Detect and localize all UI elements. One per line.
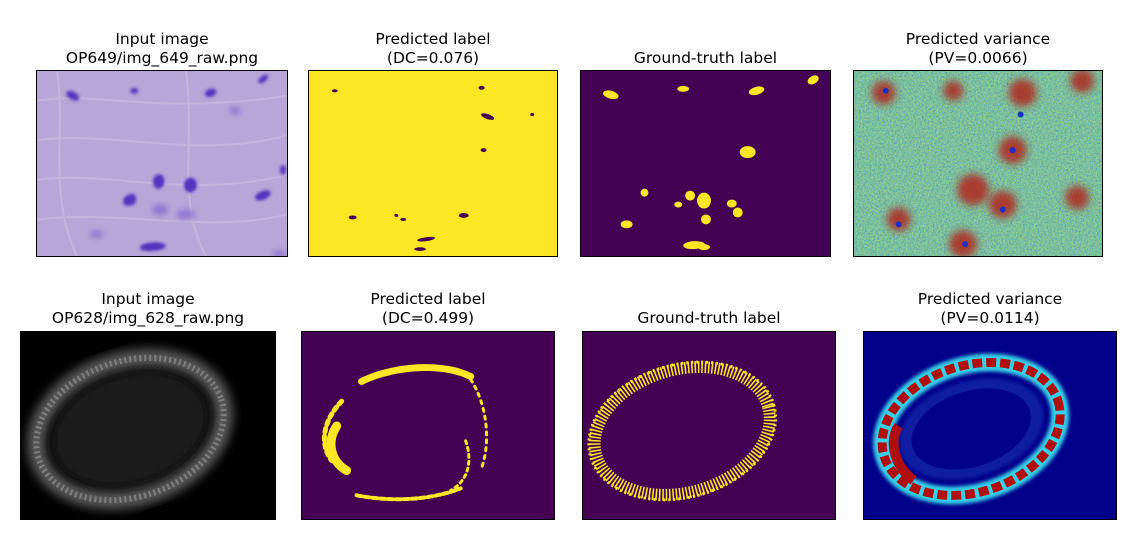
panel-row2-ground-truth: Ground-truth label (582, 290, 836, 521)
panel-subtitle: (DC=0.076) (386, 49, 480, 67)
panel-subtitle: (PV=0.0114) (940, 309, 1040, 327)
panel-row1-predicted: Predicted label (DC=0.076) (308, 30, 558, 258)
panel-title: Predicted label (375, 30, 491, 48)
panel-subtitle: OP649/img_649_raw.png (65, 49, 259, 67)
panel-row2-input: Input image OP628/img_628_raw.png (20, 290, 276, 521)
panel-title: Predicted variance (905, 30, 1051, 48)
panel-row1-input: Input image OP649/img_649_raw.png (36, 30, 288, 258)
panel-subtitle: OP628/img_628_raw.png (51, 309, 245, 327)
panel-title: Ground-truth label (633, 49, 778, 67)
input-image-histology (36, 70, 288, 257)
panel-row1-ground-truth: Ground-truth label (580, 30, 831, 258)
panel-title: Predicted label (370, 290, 486, 308)
panel-title: Ground-truth label (637, 309, 781, 327)
panel-row2-predicted: Predicted label (DC=0.499) (301, 290, 555, 521)
predicted-label-image (308, 70, 558, 257)
input-image-fluorescence (20, 331, 276, 520)
ground-truth-image (582, 331, 836, 520)
panel-subtitle: (PV=0.0066) (928, 49, 1028, 67)
variance-map-image (853, 70, 1103, 257)
panel-title: Predicted variance (917, 290, 1063, 308)
panel-row2-variance: Predicted variance (PV=0.0114) (863, 290, 1117, 521)
ground-truth-image (580, 70, 831, 257)
variance-map-image (863, 331, 1117, 520)
predicted-label-image (301, 331, 555, 520)
panel-subtitle: (DC=0.499) (381, 309, 475, 327)
panel-title: Input image (101, 290, 195, 308)
panel-row1-variance: Predicted variance (PV=0.0066) (853, 30, 1103, 258)
panel-title: Input image (115, 30, 209, 48)
